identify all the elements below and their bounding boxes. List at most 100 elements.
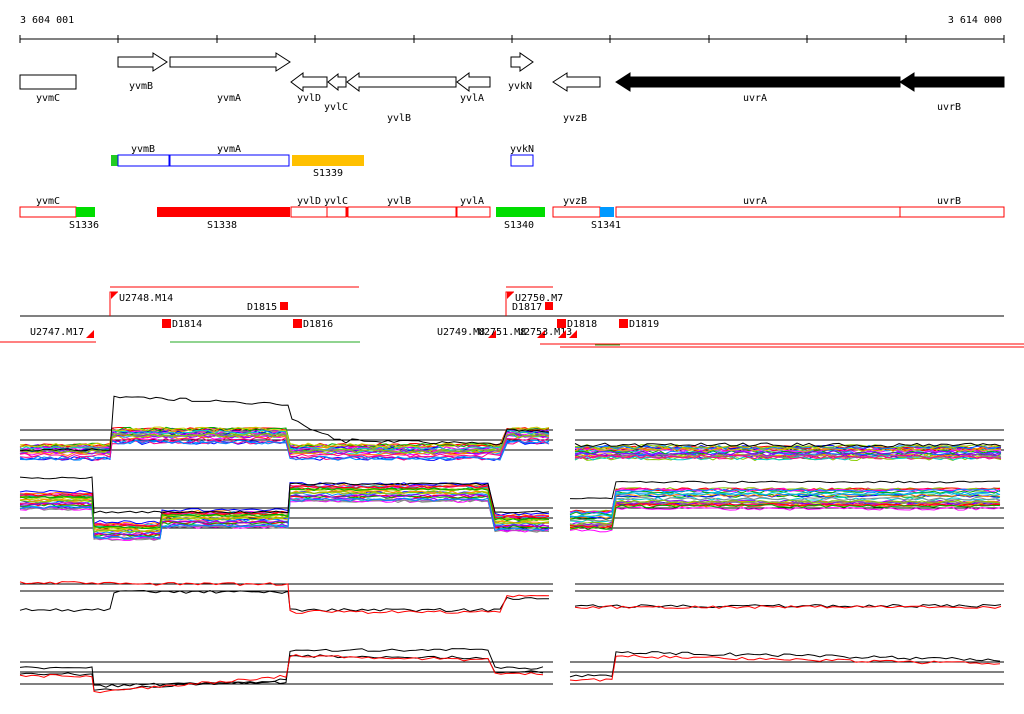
gene-yvmC[interactable]: yvmC <box>19 74 77 104</box>
breakpoint-label: U2748.M14 <box>119 293 173 304</box>
expression-trace <box>569 651 1001 678</box>
segment-S1340[interactable] <box>496 207 545 217</box>
expression-trace <box>569 488 1001 515</box>
breakpoint-label: D1815 <box>247 302 277 313</box>
gene-box-yvlC[interactable] <box>326 206 347 218</box>
expression-trace <box>19 654 544 691</box>
gene-label: yvlD <box>297 93 321 104</box>
gene-yvkN[interactable]: yvkN <box>508 52 534 92</box>
expression-trace <box>19 654 544 694</box>
gene-uvrB[interactable]: uvrB <box>899 72 1005 113</box>
breakpoint-label: U2753.M13 <box>518 327 572 338</box>
gene-label: yvkN <box>508 81 532 92</box>
expression-trace <box>569 480 1001 500</box>
gene-track: yvmC yvmB yvmA yvlD yvlC yvlB yvlA yvkN <box>19 52 1005 124</box>
gene-box-yvlA[interactable] <box>456 206 491 218</box>
expression-panel-3 <box>19 581 1004 615</box>
segment-S1338[interactable] <box>157 207 290 217</box>
segment-label: S1336 <box>69 220 99 231</box>
gene-box-uvrB[interactable] <box>899 206 1005 218</box>
gene-label: yvlC <box>324 102 348 113</box>
breakpoint-track: U2748.M14 D1815 U2747.M17 D1814 D1816 U2… <box>0 286 1024 348</box>
expression-trace <box>569 491 1001 518</box>
gene-yvlB[interactable]: yvlB <box>346 72 457 124</box>
segment-S1339[interactable] <box>292 155 364 166</box>
gene-label: yvmA <box>217 93 241 104</box>
breakpoint-marker[interactable] <box>488 330 496 338</box>
expression-trace <box>19 490 550 533</box>
breakpoint-marker[interactable] <box>280 302 288 310</box>
gene-label: uvrA <box>743 93 767 104</box>
breakpoint-marker[interactable] <box>111 292 118 299</box>
gene-box-uvrA[interactable] <box>615 206 901 218</box>
expression-traces <box>19 648 1001 694</box>
expression-panel-4 <box>19 648 1004 694</box>
breakpoint-marker[interactable] <box>619 319 628 328</box>
gene-box-yvmA[interactable] <box>169 154 290 167</box>
gene-yvmB[interactable]: yvmB <box>117 52 168 92</box>
gene-box-label: yvlA <box>460 196 484 207</box>
gene-label: yvmB <box>129 81 153 92</box>
gene-label: yvmC <box>36 93 60 104</box>
expression-trace <box>569 500 1001 527</box>
breakpoint-label: D1817 <box>512 302 542 313</box>
segment-label: S1338 <box>207 220 237 231</box>
breakpoint-label: D1819 <box>629 319 659 330</box>
expression-trace <box>569 504 1001 531</box>
breakpoint-label: U2747.M17 <box>30 327 84 338</box>
gene-box-label: yvlC <box>324 196 348 207</box>
gene-box-yvzB[interactable] <box>552 206 601 218</box>
gene-yvlD[interactable]: yvlD <box>290 72 328 104</box>
breakpoint-label: D1816 <box>303 319 333 330</box>
gene-box-label: yvlB <box>387 196 411 207</box>
expression-trace <box>19 487 550 529</box>
gene-label: uvrB <box>937 102 961 113</box>
expression-trace <box>574 454 1002 460</box>
gene-box-yvmC[interactable] <box>19 206 77 218</box>
gene-uvrA[interactable]: uvrA <box>615 72 901 104</box>
expression-trace <box>574 450 1002 456</box>
breakpoint-marker[interactable] <box>86 330 94 338</box>
breakpoint-marker[interactable] <box>537 330 545 338</box>
breakpoint-label: U2751.M8 <box>478 327 526 338</box>
segment-S1336[interactable] <box>76 207 95 217</box>
expression-trace <box>569 496 1001 523</box>
breakpoint-marker[interactable] <box>545 302 553 310</box>
expression-panel-1 <box>19 395 1004 462</box>
gene-box-label: yvkN <box>510 144 534 155</box>
gene-yvmA[interactable]: yvmA <box>169 52 291 104</box>
gene-box-yvkN[interactable] <box>510 154 534 167</box>
gene-yvlC[interactable]: yvlC <box>324 72 348 113</box>
minus-strand-track: yvmC S1336 S1338 yvlD yvlC yvlB yvlA S13… <box>19 196 1005 231</box>
gene-box-yvlB[interactable] <box>347 206 457 218</box>
expression-trace <box>569 499 1001 526</box>
gene-label: yvlB <box>387 113 411 124</box>
expression-trace <box>569 493 1001 519</box>
expression-trace <box>19 484 550 527</box>
expression-trace <box>19 395 550 452</box>
gene-yvzB[interactable]: yvzB <box>552 72 601 124</box>
breakpoint-marker[interactable] <box>557 319 566 328</box>
expression-trace <box>19 484 550 527</box>
segment-S1341[interactable] <box>600 207 614 217</box>
coordinate-axis: 3 604 001 3 614 000 <box>19 15 1005 43</box>
gene-label: yvzB <box>563 113 587 124</box>
expression-trace <box>19 497 550 540</box>
expression-trace <box>569 654 1001 682</box>
expression-trace <box>19 435 550 457</box>
plus-strand-track: yvmB yvmA S1339 yvkN <box>111 144 534 179</box>
gene-yvlA[interactable]: yvlA <box>456 72 491 104</box>
gene-box-label: uvrB <box>937 196 961 207</box>
expression-trace <box>574 604 1002 609</box>
expression-trace <box>574 454 1002 460</box>
expression-trace <box>19 426 550 448</box>
breakpoint-marker[interactable] <box>162 319 171 328</box>
breakpoint-label: D1814 <box>172 319 202 330</box>
breakpoint-marker[interactable] <box>507 292 514 299</box>
expression-trace <box>19 493 550 536</box>
gene-box-yvlD[interactable] <box>290 206 328 218</box>
gene-box-yvmB[interactable] <box>117 154 170 167</box>
gene-box-label: yvmB <box>131 144 155 155</box>
gene-label: yvlA <box>460 93 484 104</box>
breakpoint-marker[interactable] <box>293 319 302 328</box>
